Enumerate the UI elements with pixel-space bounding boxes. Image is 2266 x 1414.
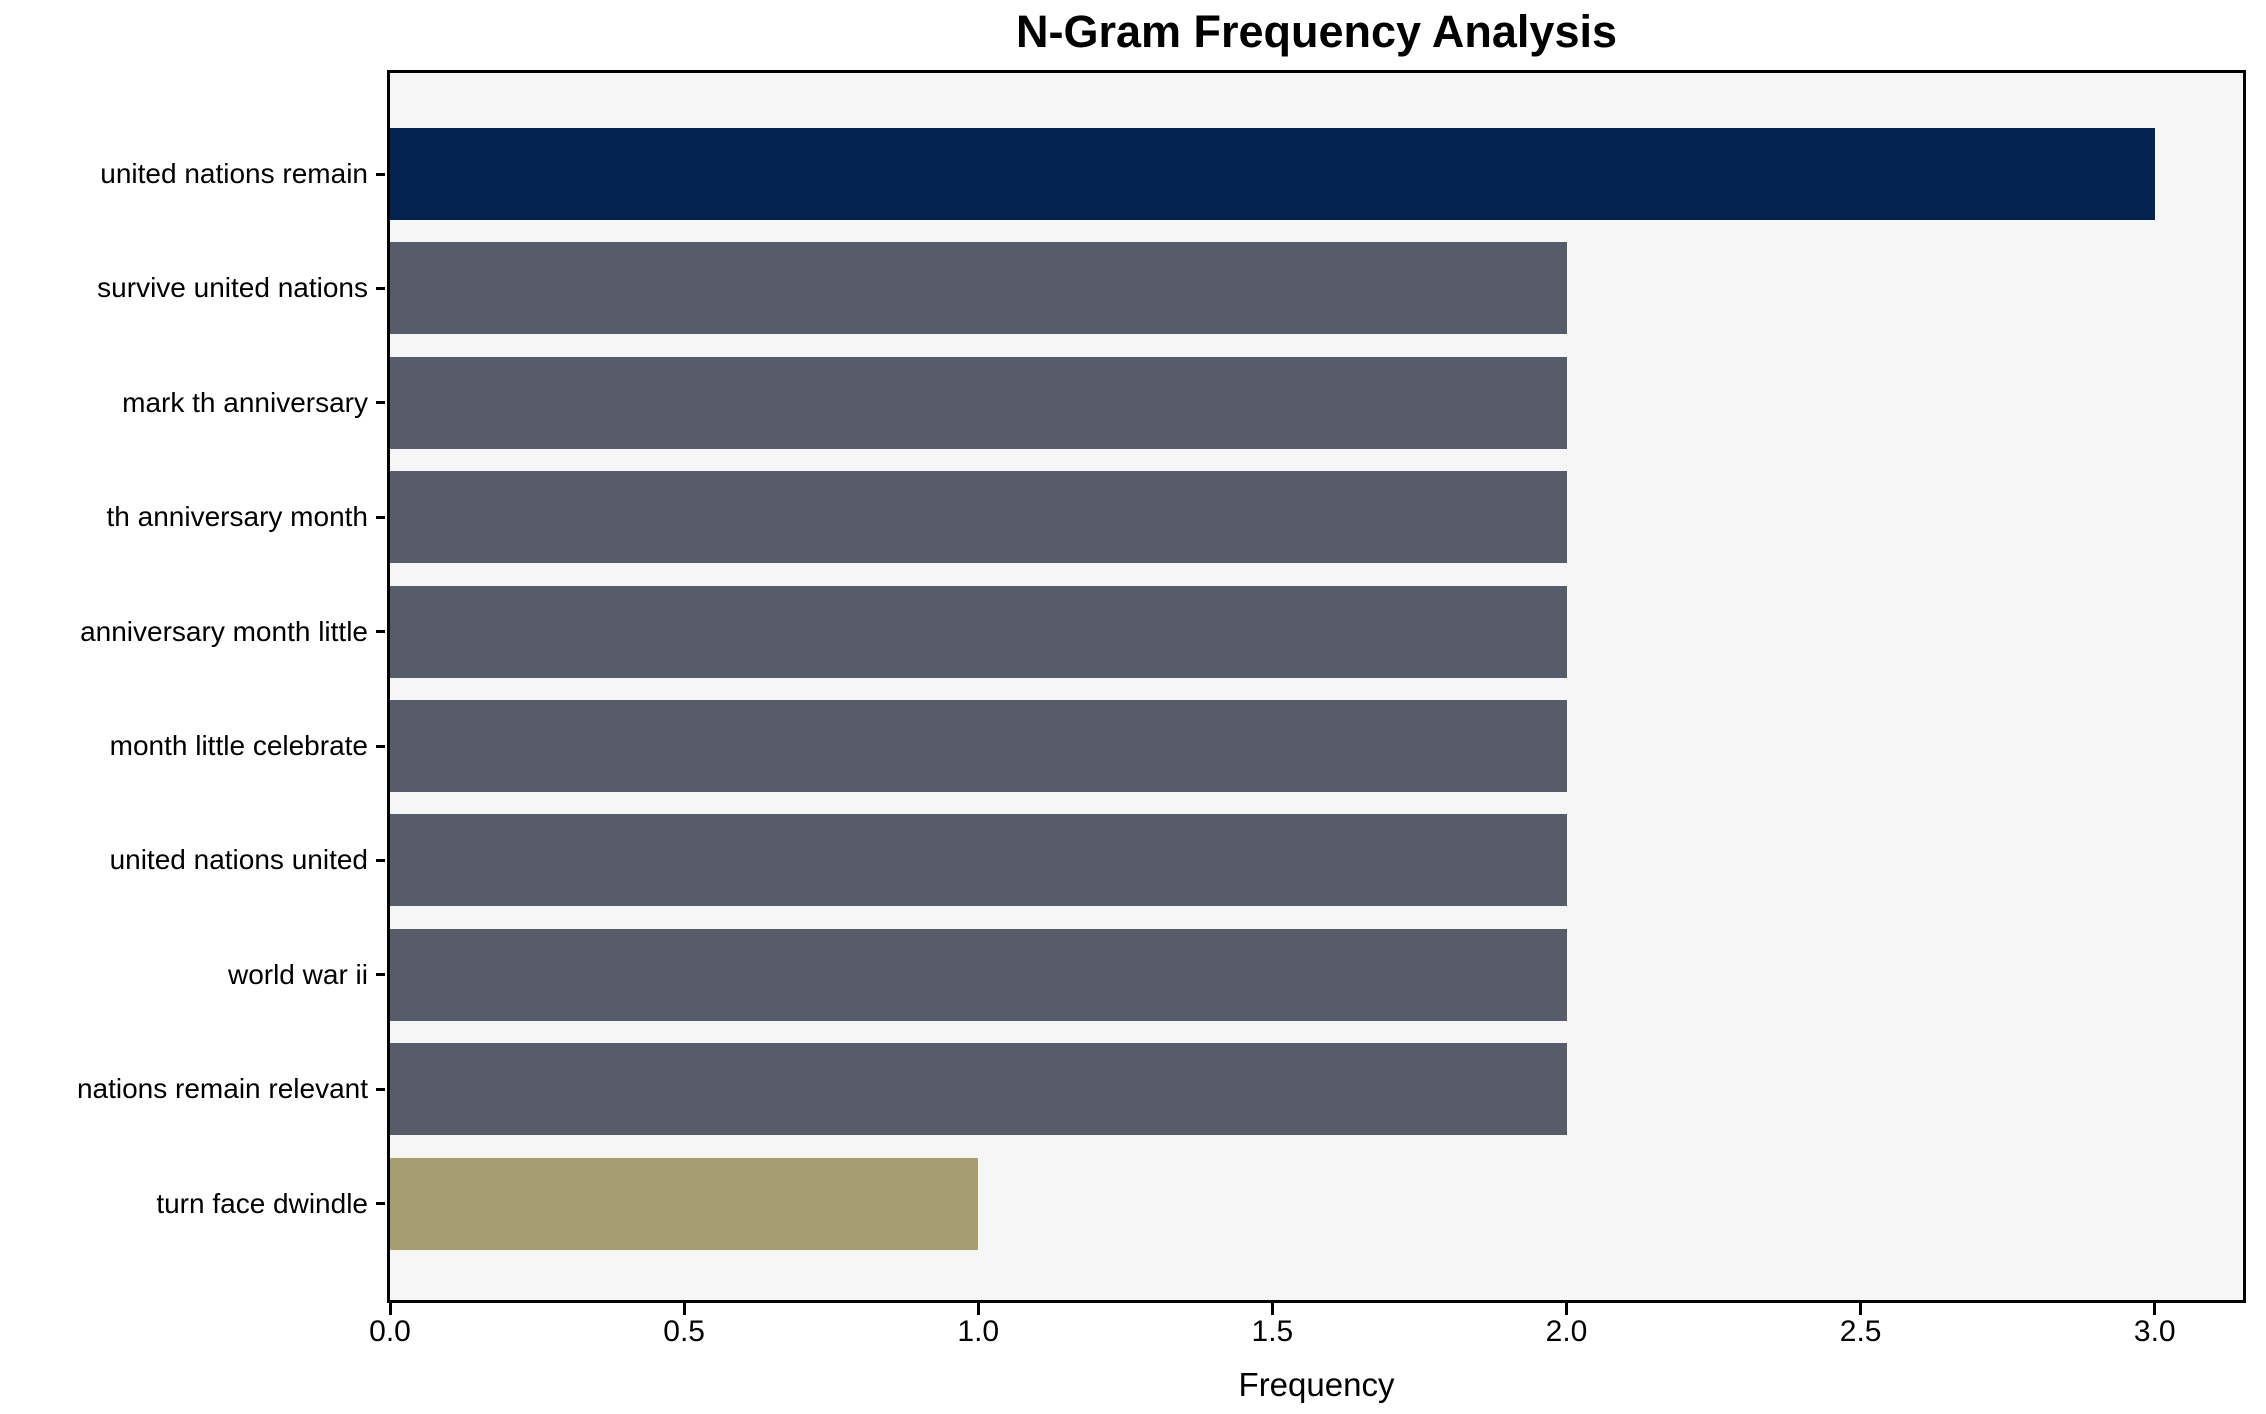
y-tick-mark (376, 401, 385, 405)
bar (390, 1157, 979, 1250)
bar (390, 356, 1567, 449)
y-tick-label: mark th anniversary (122, 386, 368, 418)
y-tick-mark (376, 744, 385, 748)
y-tick-label: united nations united (109, 844, 368, 876)
x-tick-label: 1.5 (1251, 1315, 1294, 1348)
x-tick-mark (1565, 1303, 1568, 1315)
y-tick-mark (376, 630, 385, 634)
x-axis-label: Frequency (1238, 1366, 1395, 1403)
x-tick-label: 0.5 (663, 1315, 705, 1348)
bar (390, 128, 2155, 220)
y-tick-label: turn face dwindle (156, 1187, 368, 1219)
x-tick-mark (1859, 1303, 1863, 1315)
x-tick-label: 2.5 (1839, 1315, 1882, 1348)
y-tick-label: th anniversary month (106, 501, 368, 533)
bar (390, 928, 1567, 1021)
chart-title: N-Gram Frequency Analysis (1015, 6, 1618, 57)
bar (390, 471, 1567, 564)
y-tick-label: united nations remain (100, 158, 368, 189)
bar (390, 814, 1567, 907)
y-tick-mark (376, 858, 385, 862)
x-tick-label: 0.0 (369, 1315, 411, 1348)
y-tick-label: anniversary month little (80, 615, 368, 647)
y-tick-label: nations remain relevant (76, 1073, 368, 1105)
y-tick-mark (376, 172, 385, 176)
x-tick-mark (976, 1303, 980, 1315)
x-tick-label: 1.0 (957, 1315, 1000, 1348)
bar (390, 1043, 1567, 1136)
x-tick-mark (2153, 1303, 2157, 1315)
y-tick-label: month little celebrate (109, 730, 368, 761)
y-tick-label: world war ii (227, 958, 368, 990)
bar (390, 242, 1567, 335)
y-tick-mark (376, 515, 385, 519)
x-tick-mark (388, 1303, 392, 1315)
y-tick-mark (376, 286, 385, 290)
y-tick-mark (376, 1202, 385, 1206)
y-tick-label: survive united nations (97, 272, 368, 304)
x-tick-label: 3.0 (2133, 1315, 2176, 1348)
bar (390, 585, 1567, 678)
bar (390, 700, 1567, 792)
x-tick-mark (682, 1303, 686, 1315)
plot-area (387, 70, 2246, 1303)
y-tick-mark (376, 973, 385, 977)
x-tick-label: 2.0 (1545, 1315, 1588, 1348)
y-tick-mark (376, 1087, 385, 1091)
x-tick-mark (1270, 1303, 1274, 1315)
